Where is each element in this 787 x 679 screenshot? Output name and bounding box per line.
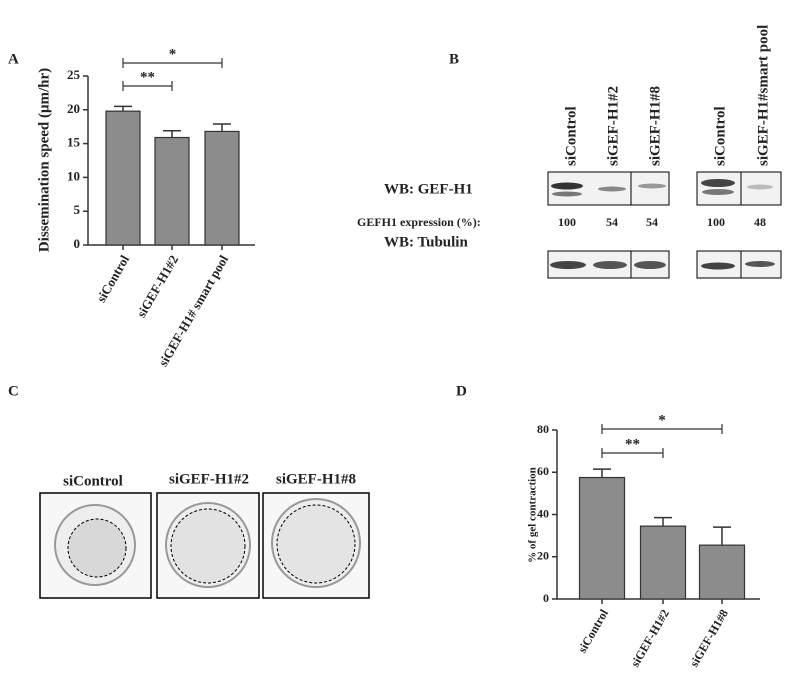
error-bar: [114, 105, 132, 112]
lane-label: siControl: [563, 106, 579, 166]
y-tick-label: 0: [74, 236, 81, 251]
y-tick-label: 20: [67, 101, 80, 116]
bar: [578, 476, 626, 600]
lane-label: siGEF-H1#8: [647, 86, 663, 166]
lane-label: siGEF-H1#2: [605, 86, 621, 166]
gel-label: siGEF-H1#2: [169, 471, 249, 487]
significance-bracket: [601, 424, 723, 434]
bar: [204, 130, 240, 246]
bar: [639, 525, 687, 600]
expression-label: GEFH1 expression (%):: [357, 215, 481, 229]
error-bar: [213, 123, 231, 132]
expression-value: 100: [558, 215, 576, 229]
significance-label: **: [625, 436, 640, 452]
expression-value: 54: [606, 215, 618, 229]
gel-label: siGEF-H1#8: [276, 471, 356, 487]
row-label: WB: Tubulin: [384, 234, 468, 250]
y-axis-label: % of gel contraction: [527, 467, 539, 563]
expression-value: 48: [754, 215, 766, 229]
significance-label: **: [140, 69, 155, 85]
bar: [105, 110, 141, 246]
blot-images: [547, 171, 782, 279]
x-tick-label: siGEF-H1#2: [628, 607, 672, 669]
bar: [154, 136, 190, 246]
y-tick-label: 20: [537, 549, 549, 563]
gel-images: [39, 492, 370, 599]
gel-label: siControl: [63, 473, 123, 489]
expression-value: 54: [646, 215, 658, 229]
y-tick-label: 25: [67, 67, 81, 82]
x-tick-label: siControl: [93, 252, 132, 305]
x-tick-label: siControl: [575, 606, 611, 655]
y-tick-label: 0: [543, 591, 549, 605]
y-tick-label: 80: [537, 422, 549, 436]
y-tick-label: 40: [537, 506, 549, 520]
bar: [698, 544, 746, 600]
error-bar: [713, 526, 731, 546]
expression-value: 100: [707, 215, 725, 229]
error-bar: [593, 468, 611, 478]
panel-label: C: [8, 383, 19, 399]
y-tick-label: 10: [67, 168, 80, 183]
error-bar: [163, 130, 181, 138]
x-tick-label: siGEF-H1#8: [687, 607, 731, 669]
panel-label: B: [449, 51, 459, 67]
significance-bracket: [122, 81, 173, 91]
panel-label: A: [8, 51, 19, 67]
x-tick-label: siGEF-H1#2: [134, 252, 182, 320]
significance-label: *: [169, 46, 177, 62]
lane-label: siControl: [712, 106, 728, 166]
error-bar: [654, 516, 672, 527]
lane-label: siGEF-H1#smart pool: [755, 25, 771, 166]
significance-bracket: [122, 58, 223, 68]
y-tick-label: 5: [74, 202, 81, 217]
y-axis-label: Dissemination speed (μm/hr): [36, 68, 52, 252]
y-tick-label: 15: [67, 135, 81, 150]
significance-bracket: [601, 448, 664, 458]
row-label: WB: GEF-H1: [384, 181, 473, 197]
panel-label: D: [456, 383, 467, 399]
y-tick-label: 60: [537, 464, 549, 478]
significance-label: *: [658, 412, 666, 428]
